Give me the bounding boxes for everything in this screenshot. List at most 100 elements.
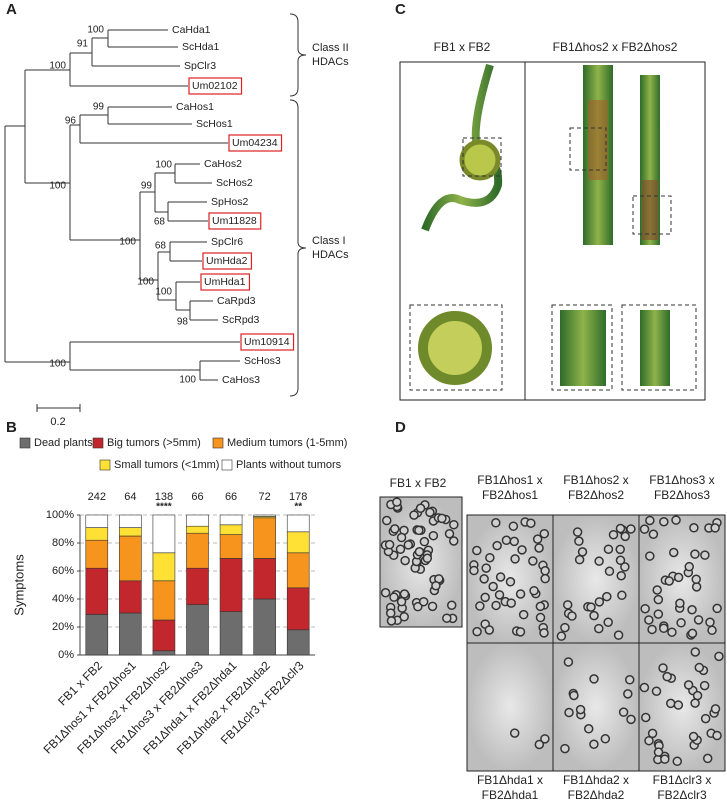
bar-segment	[152, 650, 176, 656]
zoom-box	[409, 304, 503, 391]
y-tick-label: 20%	[52, 621, 74, 633]
leaf-label: CaHos3	[222, 374, 260, 386]
cross-label: FB2Δhda2	[568, 788, 625, 800]
spore	[618, 707, 629, 717]
cross-label: FB1Δhos1 x	[477, 473, 542, 487]
leaf-label: CaHos2	[204, 158, 242, 170]
legend-label: Dead plants	[34, 437, 93, 449]
spore	[639, 524, 650, 534]
leaf-label: Um11828	[212, 215, 257, 227]
spore	[488, 581, 498, 592]
spore	[437, 513, 447, 524]
legend-label: Big tumors (>5mm)	[107, 437, 201, 449]
micrograph	[466, 642, 554, 772]
bootstrap-value: 100	[49, 359, 66, 370]
panel-label: A	[6, 1, 17, 18]
spore	[418, 596, 429, 607]
bar-segment	[186, 514, 209, 527]
bar-segment	[286, 514, 310, 533]
zoom-box	[632, 195, 672, 235]
spore	[508, 521, 519, 531]
y-tick-label: 80%	[52, 537, 74, 549]
spore	[385, 608, 396, 618]
spore	[495, 572, 506, 582]
plant-photos: FB1 x FB2 FB1Δhos2 x FB2Δhos2	[399, 40, 706, 401]
spore	[509, 728, 520, 738]
bar-segment	[119, 514, 142, 528]
spore	[539, 528, 550, 539]
significance-label: **	[294, 502, 302, 513]
spore	[574, 554, 585, 565]
leaf-label: UmHda1	[204, 276, 246, 288]
total-label: 138	[155, 491, 173, 503]
spore	[594, 623, 604, 634]
spore	[624, 675, 635, 685]
spore	[510, 554, 520, 564]
spore	[714, 651, 724, 662]
total-label: 66	[225, 491, 237, 503]
bootstrap-value: 68	[154, 217, 166, 228]
spore	[535, 601, 546, 612]
bar-segment	[186, 567, 209, 605]
leaf-label: CaHda1	[172, 24, 211, 36]
bootstrap-value: 100	[155, 160, 172, 171]
bootstrap-value: 68	[155, 241, 167, 252]
spore	[472, 626, 482, 637]
class-label: Class II	[312, 42, 349, 54]
bar-segment	[219, 534, 243, 559]
leaf-label: ScRpd3	[222, 314, 260, 326]
tumor-zoom	[418, 311, 492, 385]
spore	[683, 680, 694, 690]
spore	[687, 628, 698, 639]
cross-label: FB1Δhos3 x	[649, 473, 714, 487]
leaf-label: CaHos1	[176, 101, 214, 113]
tumor-image	[588, 100, 608, 180]
bar-segment	[152, 514, 176, 554]
spore	[479, 574, 489, 584]
spore	[518, 609, 529, 620]
spore	[414, 547, 425, 557]
zoom-box	[551, 304, 613, 391]
spore	[594, 597, 605, 607]
spore	[399, 589, 410, 599]
spore	[501, 535, 512, 546]
spore	[653, 609, 664, 619]
spore	[505, 577, 516, 587]
cross-label: FB1Δhos2 x	[563, 473, 628, 487]
leaf-zoom	[640, 310, 670, 386]
leaf-label: CaRpd3	[217, 295, 256, 307]
spore	[560, 743, 570, 754]
spore	[667, 627, 677, 637]
reference-label: FB1 x FB2	[390, 476, 447, 490]
spore	[653, 747, 664, 757]
spore	[620, 562, 630, 572]
legend-swatch	[19, 437, 31, 449]
bootstrap-value: 91	[77, 39, 89, 50]
spore	[517, 545, 527, 555]
spore	[577, 547, 588, 557]
leaf-zoom	[560, 310, 606, 386]
panel-label: B	[6, 419, 17, 436]
highlight-box	[240, 333, 295, 351]
bar-segment	[85, 614, 109, 656]
cross-label: FB1Δclr3 x	[653, 773, 712, 787]
class-label: HDACs	[312, 249, 349, 261]
spore	[645, 551, 655, 561]
spore	[562, 600, 573, 610]
spore	[699, 680, 710, 691]
spore	[644, 615, 654, 625]
total-label: 72	[259, 491, 271, 503]
cross-label: FB2Δhos3	[654, 488, 710, 502]
leaf-label: ScHos3	[244, 355, 281, 367]
y-tick-label: 0%	[58, 649, 74, 661]
bar-segment	[253, 558, 276, 600]
spore	[509, 536, 520, 547]
bar-segment	[119, 580, 142, 614]
tumor-image	[459, 139, 501, 181]
bar-segment	[253, 517, 276, 559]
spore	[382, 515, 392, 526]
cross-label: FB2Δhos1	[482, 488, 538, 502]
spore	[659, 516, 669, 527]
spore	[710, 523, 720, 533]
cross-label: FB2Δclr3	[657, 788, 707, 800]
